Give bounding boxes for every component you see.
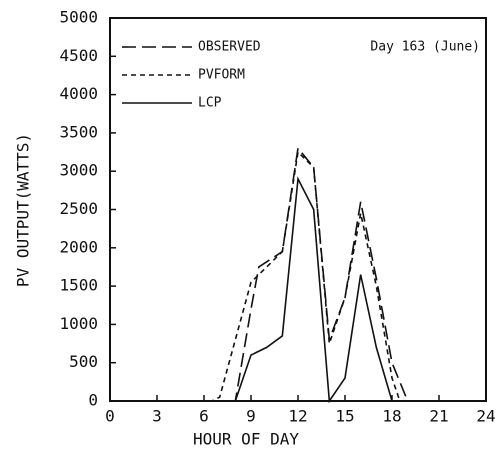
x-tick-label: 0 [105, 407, 115, 426]
legend-label: PVFORM [198, 68, 245, 83]
series-line [110, 150, 486, 402]
x-tick-label: 6 [199, 407, 209, 426]
x-tick-label: 9 [246, 407, 256, 426]
y-tick-label: 2000 [59, 237, 98, 256]
y-tick-label: 4000 [59, 84, 98, 103]
x-tick-label: 12 [288, 407, 307, 426]
x-tick-label: 24 [476, 407, 495, 426]
y-tick-label: 1000 [59, 314, 98, 333]
plot-frame [109, 17, 487, 402]
y-tick-label: 3000 [59, 161, 98, 180]
x-tick-label: 3 [152, 407, 162, 426]
y-tick-label: 2500 [59, 199, 98, 218]
annotation: Day 163 (June) [370, 40, 480, 55]
x-tick-label: 18 [382, 407, 401, 426]
x-tick-label: 15 [335, 407, 354, 426]
x-axis-label: HOUR OF DAY [193, 430, 299, 449]
y-tick-label: 500 [69, 352, 98, 371]
y-tick-label: 3500 [59, 122, 98, 141]
y-tick-label: 4500 [59, 46, 98, 65]
y-axis-label: PV OUTPUT(WATTS) [14, 133, 33, 287]
y-tick-label: 0 [88, 391, 98, 410]
legend-label: LCP [198, 96, 222, 111]
y-tick-label: 1500 [59, 276, 98, 295]
series-line [110, 176, 486, 404]
y-tick-label: 5000 [59, 8, 98, 27]
legend-label: OBSERVED [198, 40, 261, 55]
series-line [110, 146, 486, 402]
x-tick-label: 21 [429, 407, 448, 426]
